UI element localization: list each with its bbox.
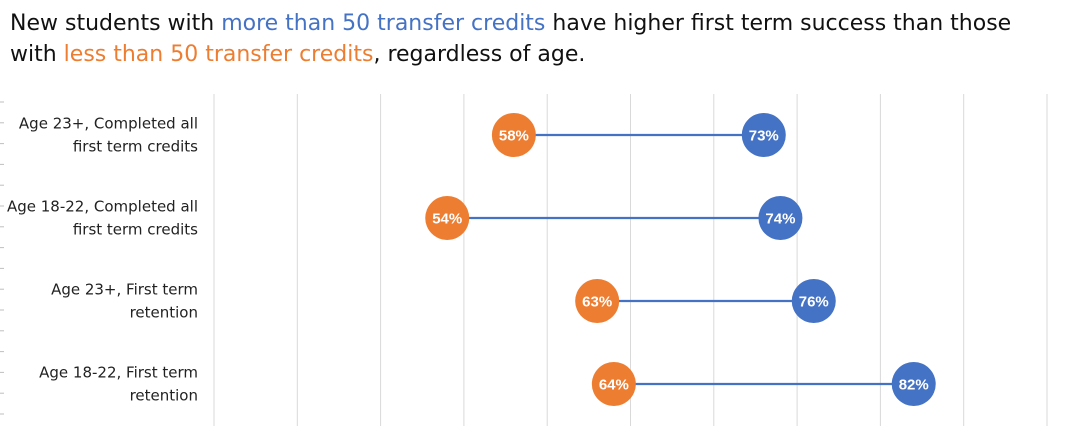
left-axis-ticks	[0, 101, 4, 415]
category-label: Age 23+, Completed all	[19, 115, 198, 133]
title-part-2: have higher first term success than thos…	[10, 11, 1012, 67]
connector-lines	[447, 133, 914, 386]
category-label: first term credits	[73, 138, 198, 156]
less-credits-point	[591, 362, 636, 406]
data-points: 58% 54% 63% 64% 73% 74% 76% 82%	[425, 113, 936, 406]
data-label: 74%	[765, 211, 795, 228]
data-label: 76%	[799, 294, 829, 311]
more-credits-point	[741, 113, 786, 157]
category-labels: Age 23+, Completed all first term credits…	[7, 115, 198, 405]
category-label: retention	[130, 387, 198, 405]
less-credits-point	[425, 196, 470, 240]
data-label: 73%	[749, 128, 779, 145]
title-highlight-less: less than 50 transfer credits	[63, 42, 374, 67]
more-credits-point	[791, 279, 836, 323]
data-label: 63%	[582, 294, 612, 311]
category-label: retention	[130, 304, 198, 322]
category-label: Age 18-22, First term	[39, 364, 198, 382]
chart-title: New students with more than 50 transfer …	[10, 8, 1050, 70]
title-part-3: , regardless of age.	[373, 42, 586, 67]
gridlines	[213, 94, 1048, 426]
less-credits-point	[491, 113, 536, 157]
data-label: 54%	[432, 211, 462, 228]
data-label: 64%	[599, 377, 629, 394]
category-label: first term credits	[73, 221, 198, 239]
category-label: Age 18-22, Completed all	[7, 198, 198, 216]
title-highlight-more: more than 50 transfer credits	[221, 11, 546, 36]
more-credits-point	[891, 362, 936, 406]
more-credits-point	[758, 196, 803, 240]
data-label: 58%	[499, 128, 529, 145]
category-label: Age 23+, First term	[51, 281, 198, 299]
data-label: 82%	[899, 377, 929, 394]
less-credits-point	[575, 279, 620, 323]
title-part-1: New students with	[10, 11, 222, 36]
